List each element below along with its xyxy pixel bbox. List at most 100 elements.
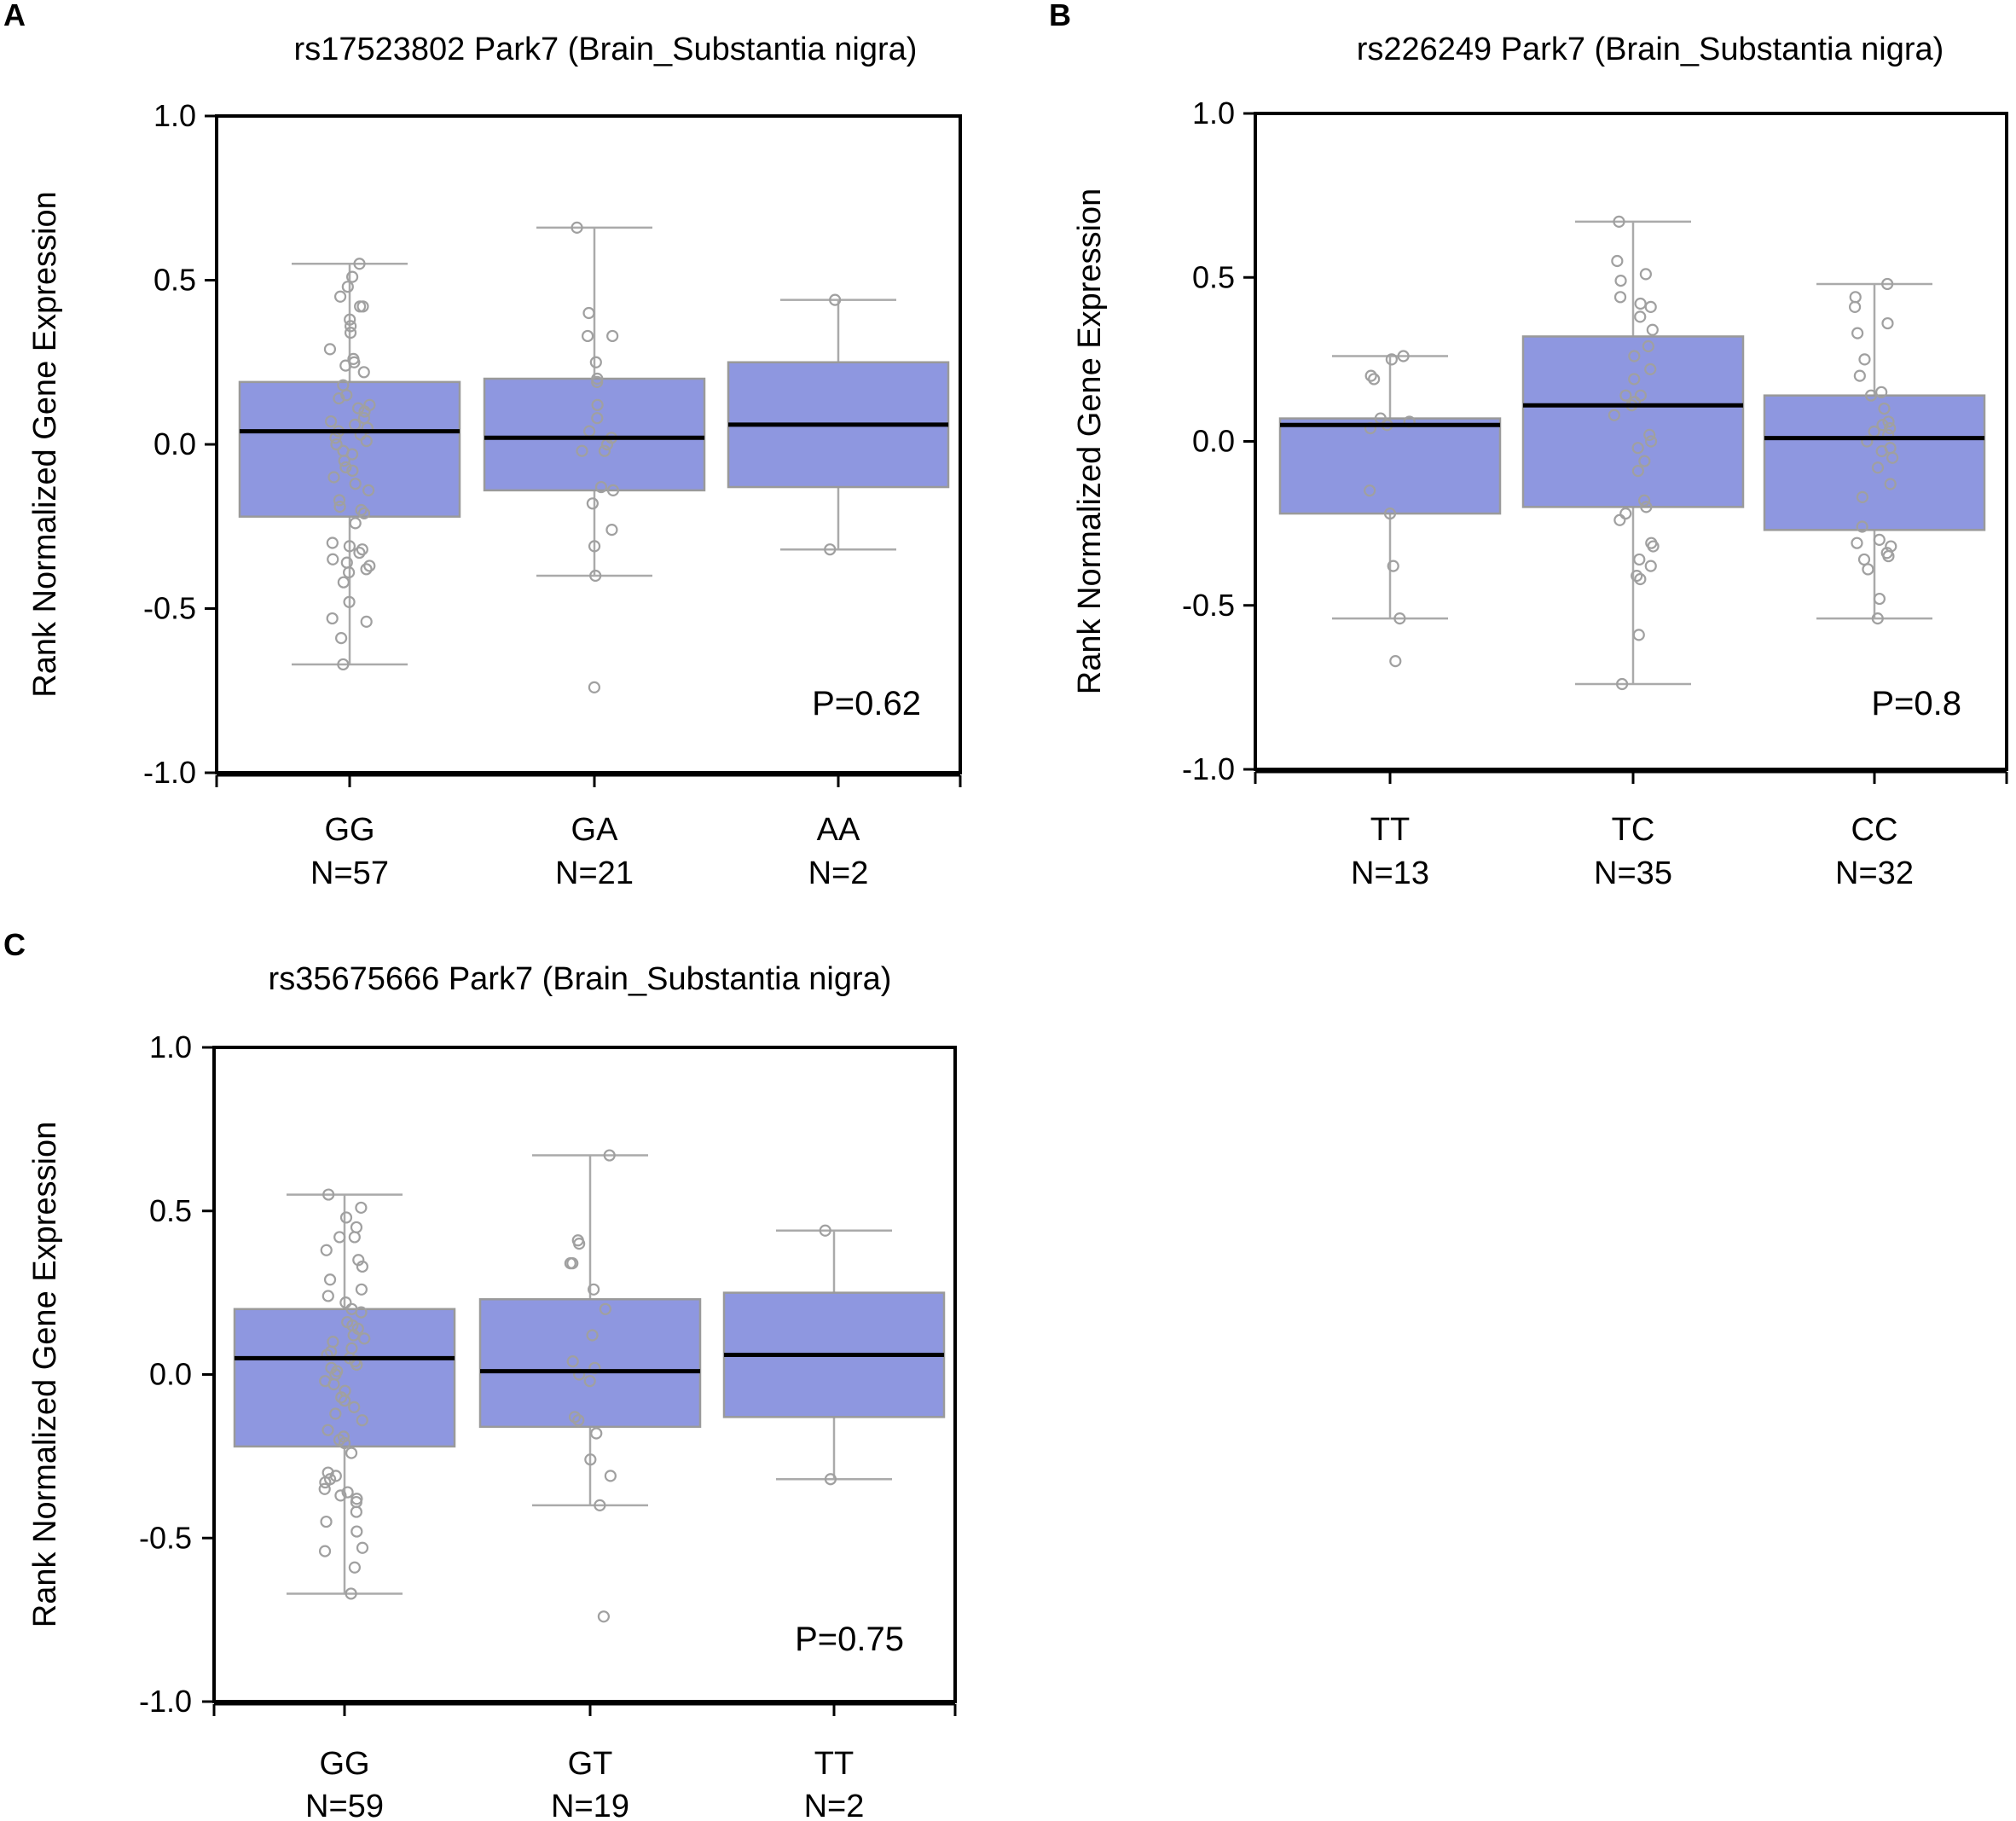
data-point bbox=[576, 444, 588, 457]
category-label: CC bbox=[1851, 812, 1898, 848]
data-point bbox=[343, 540, 356, 553]
y-tick-label: -1.0 bbox=[139, 1684, 192, 1719]
data-point bbox=[337, 658, 350, 671]
data-point bbox=[326, 536, 339, 549]
data-point bbox=[1633, 553, 1646, 566]
data-point bbox=[1647, 540, 1660, 553]
y-tick-label: -0.5 bbox=[143, 591, 196, 626]
data-point bbox=[1871, 461, 1885, 474]
data-point bbox=[337, 576, 350, 589]
data-point bbox=[1851, 327, 1864, 339]
data-point bbox=[348, 1231, 361, 1244]
data-point bbox=[1851, 536, 1863, 549]
y-tick-label: -1.0 bbox=[143, 755, 196, 790]
sample-size-label: N=32 bbox=[1835, 855, 1914, 891]
sample-size-label: N=13 bbox=[1351, 855, 1429, 891]
data-point bbox=[1643, 428, 1656, 441]
data-point bbox=[333, 290, 347, 303]
data-point bbox=[566, 1355, 579, 1368]
data-point bbox=[1619, 389, 1632, 402]
data-point bbox=[1644, 435, 1658, 448]
data-point bbox=[1856, 520, 1868, 533]
data-point bbox=[591, 375, 604, 388]
chart-title: rs35675666 Park7 (Brain_Substantia nigra… bbox=[269, 961, 892, 997]
data-point bbox=[1853, 369, 1866, 382]
data-point bbox=[591, 412, 604, 425]
data-point bbox=[354, 300, 367, 313]
data-point bbox=[1613, 291, 1627, 304]
iqr-box bbox=[1278, 417, 1502, 515]
data-point bbox=[1393, 612, 1406, 625]
box-group-tt bbox=[722, 1224, 946, 1486]
data-point bbox=[586, 1329, 599, 1342]
data-point bbox=[606, 329, 619, 343]
category-label: TT bbox=[814, 1746, 854, 1782]
sample-size-label: N=2 bbox=[808, 855, 869, 891]
data-point bbox=[324, 415, 338, 428]
data-point bbox=[1639, 268, 1652, 281]
data-point bbox=[581, 329, 594, 343]
data-point bbox=[1364, 484, 1376, 497]
data-point bbox=[353, 546, 366, 560]
data-point bbox=[322, 1424, 334, 1436]
data-point bbox=[333, 1231, 346, 1244]
data-point bbox=[568, 1411, 582, 1424]
data-point bbox=[344, 313, 356, 326]
category-label: GT bbox=[568, 1746, 613, 1782]
box-group-gg bbox=[233, 1188, 456, 1600]
data-point bbox=[1873, 592, 1886, 606]
data-point bbox=[1642, 339, 1654, 353]
data-point bbox=[1856, 490, 1869, 503]
data-point bbox=[1858, 353, 1871, 366]
sample-size-label: N=57 bbox=[310, 855, 389, 891]
data-point bbox=[571, 221, 583, 234]
data-point bbox=[582, 306, 595, 320]
data-point bbox=[588, 1283, 600, 1296]
data-point bbox=[1881, 316, 1894, 330]
category-label: GG bbox=[324, 812, 374, 848]
data-point bbox=[344, 327, 357, 339]
data-point bbox=[1397, 350, 1410, 362]
data-point bbox=[345, 448, 359, 461]
data-point bbox=[819, 1224, 831, 1237]
data-point bbox=[589, 356, 602, 368]
box-group-tc bbox=[1521, 215, 1745, 691]
data-point bbox=[345, 320, 357, 333]
data-point bbox=[1632, 629, 1645, 641]
data-point bbox=[350, 1221, 363, 1234]
sample-size-label: N=19 bbox=[551, 1789, 629, 1821]
y-tick-label: -0.5 bbox=[139, 1520, 192, 1555]
y-axis-label: Rank Normalized Gene Expression bbox=[1072, 188, 1108, 695]
data-point bbox=[339, 461, 352, 474]
data-point bbox=[1884, 422, 1897, 435]
data-point bbox=[594, 1499, 606, 1512]
data-point bbox=[333, 392, 345, 405]
y-tick-label: 0.5 bbox=[1192, 259, 1235, 294]
data-point bbox=[603, 1149, 616, 1162]
data-point bbox=[604, 1470, 617, 1482]
data-point bbox=[339, 1296, 352, 1309]
data-point bbox=[597, 1610, 611, 1623]
data-point bbox=[323, 1273, 337, 1286]
y-tick-label: 1.0 bbox=[1192, 96, 1235, 130]
data-point bbox=[1634, 297, 1647, 310]
data-point bbox=[1368, 373, 1381, 386]
y-tick-label: 0.0 bbox=[149, 1357, 192, 1392]
data-point bbox=[1634, 389, 1647, 402]
data-point bbox=[348, 1561, 361, 1574]
data-point bbox=[345, 1447, 358, 1459]
data-point bbox=[339, 1395, 351, 1407]
data-point bbox=[1628, 350, 1641, 362]
data-point bbox=[334, 632, 348, 645]
data-point bbox=[358, 405, 371, 418]
box-group-aa bbox=[727, 293, 950, 556]
data-point bbox=[343, 595, 356, 608]
data-point bbox=[343, 566, 356, 579]
data-point bbox=[599, 1302, 611, 1315]
data-point bbox=[327, 553, 339, 565]
data-point bbox=[356, 1541, 369, 1554]
data-point bbox=[358, 1332, 371, 1345]
data-point bbox=[335, 1391, 348, 1404]
data-point bbox=[1646, 323, 1659, 336]
